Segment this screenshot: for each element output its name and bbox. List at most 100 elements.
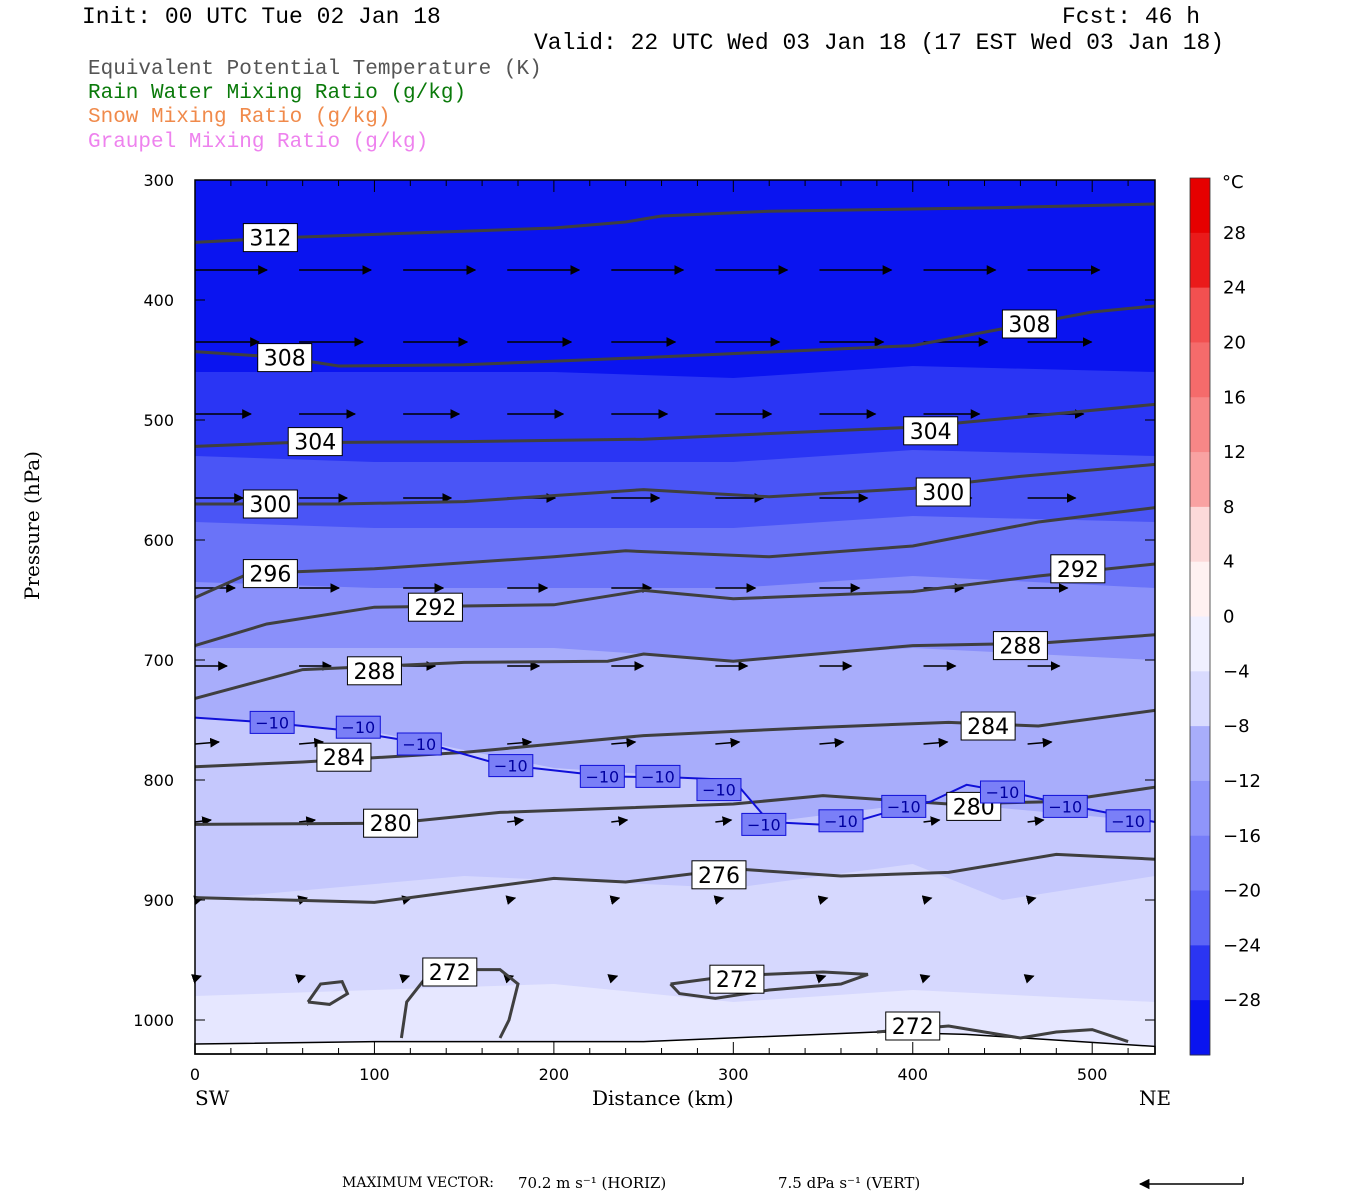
y-tick-label: 400: [143, 291, 174, 310]
colorbar-segment: [1190, 616, 1210, 672]
isotherm-label-box: [979, 780, 1025, 804]
colorbar-tick-label: 0: [1223, 607, 1234, 628]
contour-label-box: [903, 416, 959, 446]
legend-rain: Rain Water Mixing Ratio (g/kg): [88, 82, 467, 105]
legend-graupel: Graupel Mixing Ratio (g/kg): [88, 131, 429, 154]
contour-label-box: [709, 964, 765, 994]
legend-snow: Snow Mixing Ratio (g/kg): [88, 106, 391, 129]
wind-vector: [611, 737, 637, 748]
x-tick-label: 100: [359, 1065, 390, 1084]
colorbar-segment: [1190, 945, 1210, 1001]
x-axis-label: Distance (km): [592, 1086, 734, 1110]
y-axis-label: Pressure (hPa): [20, 451, 44, 600]
colorbar-segment: [1190, 342, 1210, 398]
contour-label-box: [960, 711, 1016, 741]
colorbar-segment: [1190, 506, 1210, 563]
wind-vector: [611, 816, 629, 826]
colorbar-segment: [1190, 1000, 1210, 1056]
contour-label: 276: [698, 864, 740, 889]
contour-label: 304: [294, 431, 336, 456]
colorbar-segment: [1190, 835, 1210, 892]
wind-vector: [819, 737, 845, 748]
wind-vector: [919, 974, 931, 984]
contour-label: 292: [414, 596, 456, 621]
isotherm-label-box: [1105, 809, 1151, 833]
colorbar-segment: [1190, 287, 1210, 343]
x-axis-right-end: NE: [1139, 1086, 1172, 1110]
isotherm-label-box: [335, 715, 381, 739]
wind-vector: [191, 974, 202, 984]
contour-label: 272: [892, 1015, 934, 1040]
contour-label-box: [915, 477, 971, 507]
wind-vector: [194, 816, 212, 826]
wind-vector: [507, 816, 525, 826]
colorbar-tick-label: 20: [1223, 332, 1246, 353]
isotherm-label-box: [488, 754, 534, 778]
contour-label-box: [407, 592, 463, 622]
colorbar-tick-label: −28: [1223, 990, 1261, 1011]
colorbar-segment: [1190, 232, 1210, 289]
wind-vector: [609, 895, 621, 905]
contour-label-box: [316, 742, 372, 772]
isotherm-label-box: [696, 778, 742, 802]
colorbar-frame: [1189, 177, 1211, 1056]
wind-vector: [815, 974, 827, 984]
colorbar-tick-label: −8: [1223, 716, 1250, 737]
x-tick-label: 400: [897, 1065, 928, 1084]
colorbar-segment: [1190, 780, 1210, 837]
contour-label-box: [257, 343, 313, 373]
colorbar-tick-label: −16: [1223, 826, 1261, 847]
isotherm-label-box: [635, 764, 681, 788]
isotherm-label: −10: [585, 767, 619, 786]
contour-label: 304: [910, 420, 952, 445]
isotherm-label: −10: [1111, 812, 1145, 831]
x-tick-label: 200: [539, 1065, 570, 1084]
forecast-hour: Fcst: 46 h: [1062, 4, 1201, 30]
contour-label: 300: [249, 493, 291, 518]
max-vector-label: MAXIMUM VECTOR:: [342, 1175, 494, 1191]
contour-label: 272: [716, 968, 758, 993]
isotherm-label: −10: [402, 735, 436, 754]
contour-label-box: [1001, 309, 1057, 339]
colorbar-unit: °C: [1222, 172, 1244, 193]
theta-e-contour-272: [399, 968, 520, 1039]
theta-e-contour-312: [194, 202, 1156, 244]
y-tick-label: 1000: [133, 1011, 174, 1030]
colorbar-segment: [1190, 671, 1210, 727]
x-axis-left-end: SW: [195, 1086, 230, 1110]
theta-e-contour-276: [194, 852, 1156, 904]
colorbar-tick-label: −4: [1223, 661, 1250, 682]
theta-e-contour-272: [306, 979, 350, 1006]
wind-vector: [923, 737, 949, 748]
isotherm-label: −10: [1048, 797, 1082, 816]
contour-label: 284: [323, 746, 365, 771]
theta-e-contour-292: [194, 562, 1156, 648]
max-vector-vert: 7.5 dPa s⁻¹ (VERT): [778, 1174, 921, 1192]
contour-label: 308: [264, 347, 306, 372]
isotherm-label: −10: [494, 757, 528, 776]
y-tick-label: 300: [143, 171, 174, 190]
isotherm-label: −10: [887, 797, 921, 816]
contour-label-box: [287, 427, 343, 457]
isotherm-label: −10: [255, 713, 289, 732]
isotherm-label: −10: [341, 718, 375, 737]
theta-e-contour-300: [195, 462, 1156, 506]
y-tick-label: 800: [143, 771, 174, 790]
contour-label: 300: [922, 481, 964, 506]
colorbar-segment: [1190, 890, 1210, 946]
colorbar-segment: [1190, 726, 1210, 782]
wind-vector: [923, 816, 941, 826]
isotherm-label: −10: [747, 815, 781, 834]
colorbar-tick-label: 4: [1223, 552, 1234, 573]
wind-vector: [298, 816, 317, 826]
contour-label-box: [885, 1011, 941, 1041]
colorbar-tick-label: −12: [1223, 771, 1261, 792]
isotherm-label-box: [579, 764, 625, 788]
contour-label-box: [242, 559, 298, 589]
contour-label-box: [1050, 554, 1106, 584]
colorbar-tick-label: −20: [1223, 881, 1261, 902]
contour-label: 284: [967, 715, 1009, 740]
colorbar-tick-label: 24: [1223, 278, 1246, 299]
wind-vector: [713, 895, 725, 905]
